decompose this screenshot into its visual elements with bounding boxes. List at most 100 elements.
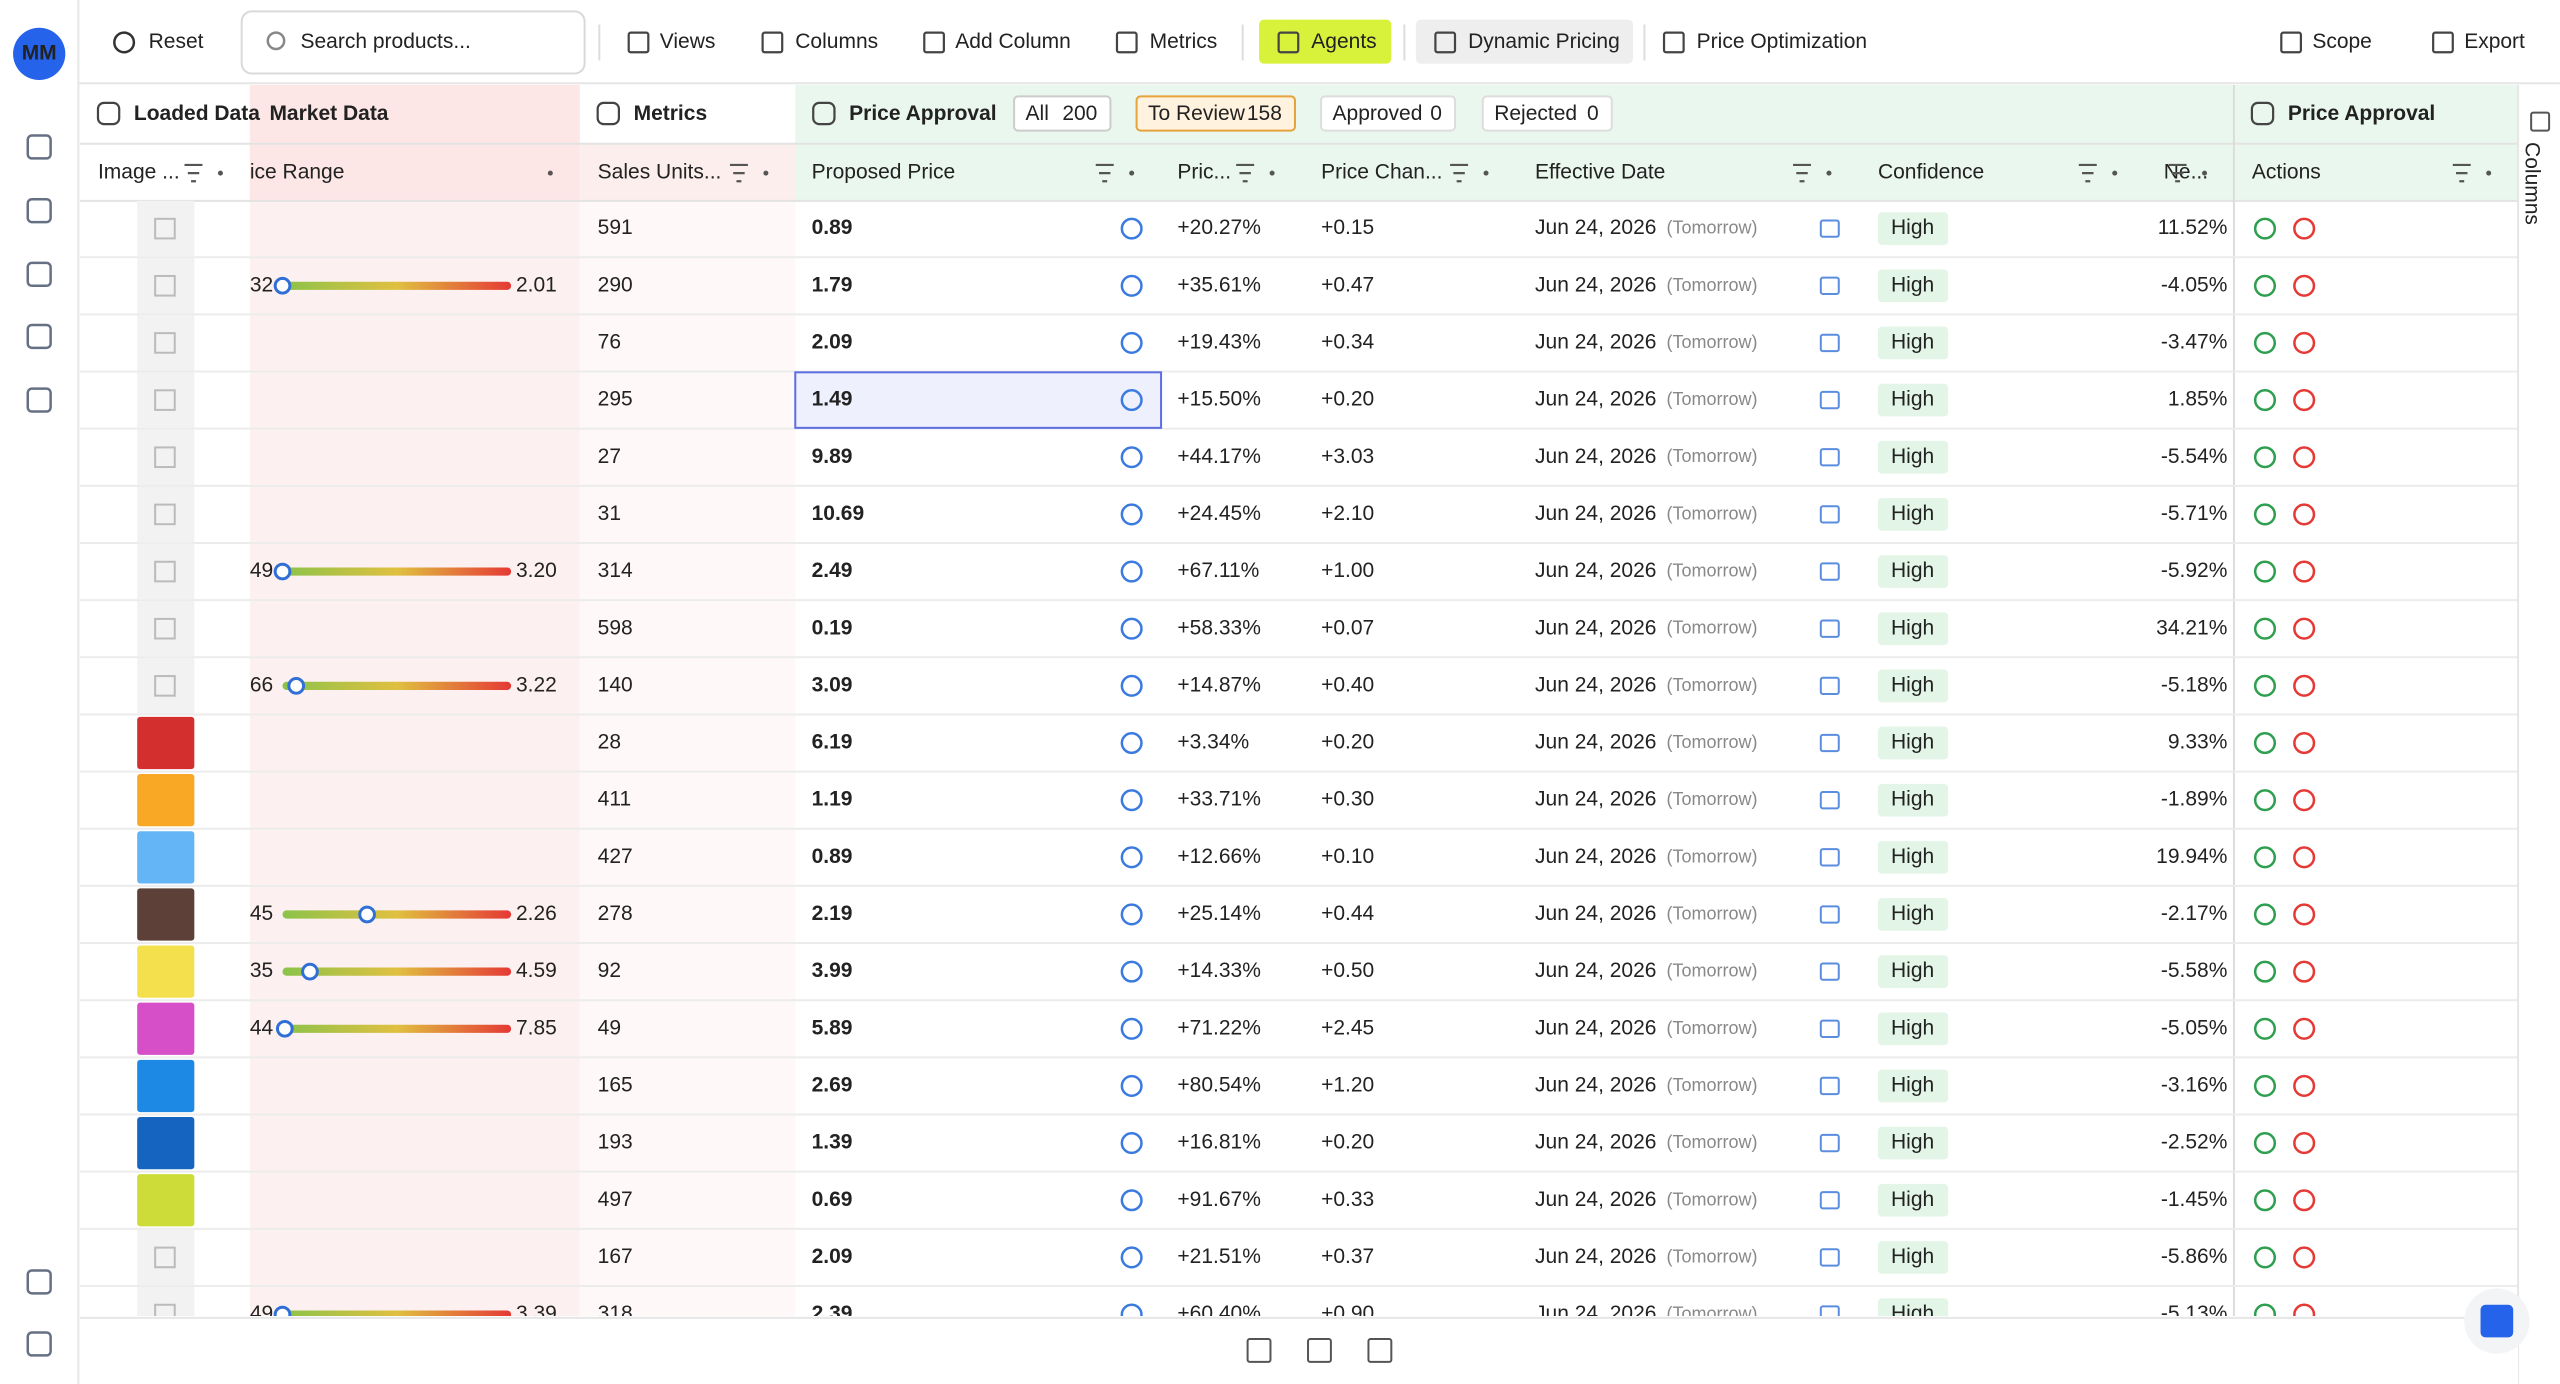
column-menu[interactable] (1483, 170, 1489, 176)
dynamic-pricing-bg[interactable] (1415, 19, 1633, 64)
calendar-icon[interactable] (1819, 733, 1840, 753)
toolbar-views[interactable]: Views (660, 30, 716, 53)
nav-icon[interactable] (26, 134, 52, 160)
proposed-price[interactable]: 1.79 (812, 273, 853, 296)
filter-icon[interactable] (1450, 163, 1469, 183)
filter-chip[interactable] (1320, 95, 1457, 132)
column-menu[interactable] (2486, 170, 2492, 176)
toolbar-export[interactable]: Export (2464, 30, 2525, 53)
column-header[interactable]: Proposed Price (812, 161, 956, 184)
column-header[interactable]: Sales Units... (598, 161, 722, 184)
column-header[interactable]: Price Chan... (1321, 161, 1442, 184)
proposed-price[interactable]: 3.99 (812, 959, 853, 982)
chart-toggle[interactable] (1367, 1338, 1393, 1363)
column-menu[interactable] (2202, 170, 2208, 176)
proposed-price[interactable]: 0.69 (812, 1188, 853, 1211)
filter-chip[interactable] (1135, 95, 1296, 132)
filter-icon[interactable] (1095, 163, 1114, 183)
filter-icon[interactable] (2168, 163, 2187, 183)
column-header[interactable]: Effective Date (1535, 161, 1665, 184)
avatar[interactable] (13, 27, 66, 81)
calendar-icon[interactable] (1819, 276, 1840, 295)
nav-icon[interactable] (26, 387, 52, 413)
column-header[interactable]: ice Range (250, 161, 345, 184)
column-header[interactable]: Image ... (98, 161, 180, 184)
calendar-icon[interactable] (1819, 562, 1840, 581)
column-menu[interactable] (1826, 170, 1832, 176)
proposed-price[interactable]: 0.19 (812, 616, 853, 639)
column-menu[interactable] (1269, 170, 1275, 176)
calendar-icon[interactable] (1819, 1191, 1840, 1210)
chart-toggle[interactable] (1246, 1338, 1272, 1363)
calendar-icon[interactable] (1819, 1305, 1840, 1322)
toolbar-price-optimization[interactable]: Price Optimization (1697, 30, 1867, 53)
calendar-icon[interactable] (1819, 390, 1840, 410)
proposed-price[interactable]: 6.19 (812, 731, 853, 754)
filter-icon[interactable] (1793, 163, 1811, 183)
proposed-price[interactable]: 5.89 (812, 1016, 853, 1039)
chip-label[interactable]: To Review (1148, 102, 1246, 125)
proposed-price[interactable]: 9.89 (812, 445, 853, 468)
filter-icon[interactable] (1236, 163, 1255, 183)
chip-label[interactable]: All (1026, 102, 1049, 125)
proposed-price[interactable]: 0.89 (812, 845, 853, 868)
filter-icon[interactable] (184, 163, 203, 183)
filter-icon[interactable] (2452, 163, 2471, 183)
proposed-price[interactable]: 2.69 (812, 1073, 853, 1096)
reset-button[interactable]: Reset (149, 30, 204, 53)
proposed-price[interactable]: 2.39 (812, 1302, 853, 1325)
filter-icon[interactable] (2078, 163, 2097, 183)
calendar-icon[interactable] (1819, 1248, 1840, 1267)
proposed-price[interactable]: 2.09 (812, 1245, 853, 1268)
rail-label[interactable]: Columns (2521, 142, 2544, 225)
filter-chip[interactable] (1013, 95, 1112, 132)
proposed-price[interactable]: 2.49 (812, 559, 853, 582)
column-header[interactable]: Actions (2252, 161, 2321, 184)
column-menu[interactable] (2112, 170, 2118, 176)
filter-chip[interactable] (1481, 95, 1613, 132)
calendar-icon[interactable] (1819, 619, 1840, 638)
toolbar-columns[interactable]: Columns (795, 30, 878, 53)
chip-label[interactable]: Approved (1333, 102, 1423, 125)
proposed-price[interactable]: 2.09 (812, 330, 853, 353)
calendar-icon[interactable] (1819, 848, 1840, 867)
calendar-icon[interactable] (1819, 1019, 1840, 1038)
toolbar-add-column[interactable]: Add Column (955, 30, 1071, 53)
toolbar-scope[interactable]: Scope (2312, 30, 2372, 53)
calendar-icon[interactable] (1819, 676, 1840, 696)
column-menu[interactable] (763, 170, 769, 176)
chip-label[interactable]: Rejected (1494, 102, 1577, 125)
column-menu[interactable] (1129, 170, 1135, 176)
proposed-price[interactable]: 0.89 (812, 216, 853, 239)
nav-icon[interactable] (26, 197, 52, 224)
toolbar-metrics[interactable]: Metrics (1150, 30, 1218, 53)
proposed-price[interactable]: 1.49 (812, 388, 853, 411)
proposed-price[interactable]: 1.19 (812, 788, 853, 811)
nav-icon[interactable] (26, 1331, 52, 1357)
nav-icon[interactable] (26, 261, 52, 288)
calendar-icon[interactable] (1819, 962, 1840, 981)
proposed-price[interactable]: 10.69 (812, 502, 865, 525)
filter-icon[interactable] (729, 163, 748, 183)
column-header[interactable]: Pric... (1177, 161, 1231, 184)
column-menu[interactable] (547, 170, 553, 176)
calendar-icon[interactable] (1819, 1076, 1840, 1096)
calendar-icon[interactable] (1819, 448, 1840, 467)
nav-icon[interactable] (26, 323, 52, 350)
calendar-icon[interactable] (1819, 219, 1840, 238)
calendar-icon[interactable] (1819, 1133, 1840, 1153)
assistant-button[interactable] (2480, 1304, 2514, 1338)
toolbar-dynamic-pricing[interactable]: Dynamic Pricing (1468, 30, 1620, 53)
proposed-price[interactable]: 1.39 (812, 1131, 853, 1154)
calendar-icon[interactable] (1819, 333, 1840, 353)
proposed-price[interactable]: 3.09 (812, 673, 853, 696)
toolbar-agents[interactable]: Agents (1311, 30, 1376, 53)
column-header[interactable]: Ne... (2164, 161, 2208, 184)
chart-toggle[interactable] (1307, 1338, 1332, 1363)
nav-icon[interactable] (26, 1269, 52, 1295)
column-header[interactable]: Confidence (1878, 161, 1984, 184)
proposed-price[interactable]: 2.19 (812, 902, 853, 925)
calendar-icon[interactable] (1819, 791, 1840, 810)
calendar-icon[interactable] (1819, 505, 1840, 524)
calendar-icon[interactable] (1819, 905, 1840, 924)
